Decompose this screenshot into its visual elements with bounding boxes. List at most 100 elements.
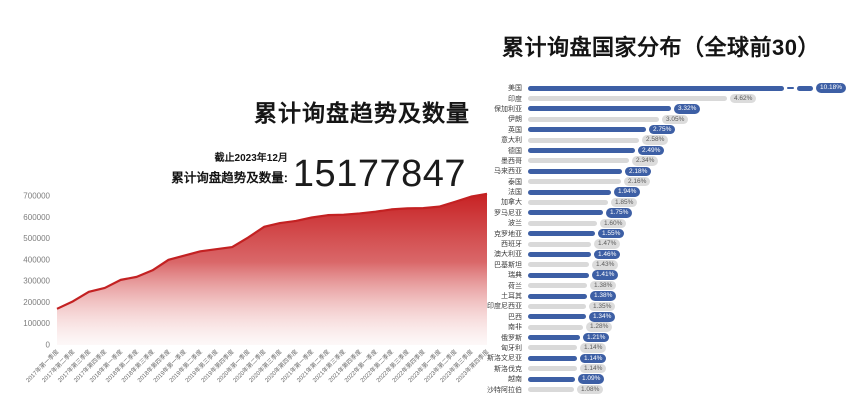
value-badge: 1.14% bbox=[580, 353, 607, 364]
value-badge: 1.28% bbox=[586, 322, 613, 332]
as-of-date: 截止2023年12月 bbox=[214, 153, 288, 164]
bar[interactable] bbox=[528, 137, 639, 143]
bar-track: 1.85% bbox=[528, 197, 852, 208]
bar-row: 印度尼西亚 1.35% bbox=[484, 301, 852, 312]
bar-track: 1.94% bbox=[528, 187, 852, 197]
bar-row: 荷兰 1.38% bbox=[484, 280, 852, 291]
bar-track: 1.55% bbox=[528, 228, 852, 239]
bar[interactable] bbox=[528, 179, 621, 185]
bar[interactable] bbox=[528, 262, 589, 268]
bar[interactable] bbox=[528, 148, 635, 154]
country-bar-chart: 美国 10.18% 印度 4.62% 保加利亚 3.32% 伊朗 3.05% 英国 2.75% 意大… bbox=[484, 83, 852, 395]
bar[interactable] bbox=[528, 303, 586, 309]
bar[interactable] bbox=[528, 231, 595, 237]
value-badge: 1.38% bbox=[590, 280, 617, 291]
axis-break bbox=[787, 86, 794, 90]
bar[interactable] bbox=[528, 335, 580, 341]
bar-row: 美国 10.18% bbox=[484, 83, 852, 93]
total-inquiries-value: 15177847 bbox=[292, 152, 466, 195]
bar[interactable] bbox=[528, 376, 575, 382]
bar[interactable] bbox=[528, 85, 784, 91]
country-label: 斯洛文尼亚 bbox=[487, 355, 522, 363]
bar[interactable] bbox=[528, 345, 577, 351]
bar-row: 沙特阿拉伯 1.08% bbox=[484, 384, 852, 395]
bar-row: 巴西 1.34% bbox=[484, 312, 852, 322]
bar[interactable] bbox=[528, 241, 591, 247]
y-axis-tick-label: 100000 bbox=[23, 319, 50, 328]
bar[interactable] bbox=[528, 272, 589, 278]
bar-track: 1.60% bbox=[528, 218, 852, 228]
bar-row: 马来西亚 2.18% bbox=[484, 166, 852, 177]
country-label: 土耳其 bbox=[501, 293, 522, 300]
bar[interactable] bbox=[528, 251, 591, 257]
bar[interactable] bbox=[528, 210, 603, 216]
bar-track: 1.38% bbox=[528, 280, 852, 291]
value-badge: 1.75% bbox=[606, 208, 633, 218]
bar-row: 印度 4.62% bbox=[484, 93, 852, 104]
bar[interactable] bbox=[528, 283, 587, 289]
value-badge: 2.16% bbox=[624, 176, 651, 187]
bar-track: 2.16% bbox=[528, 176, 852, 187]
country-label: 加拿大 bbox=[501, 199, 522, 207]
bar-tail[interactable] bbox=[797, 85, 813, 91]
bar-track: 2.75% bbox=[528, 125, 852, 135]
bar-track: 1.35% bbox=[528, 301, 852, 312]
value-badge: 2.49% bbox=[638, 145, 665, 156]
bar[interactable] bbox=[528, 168, 622, 174]
bar-track: 1.34% bbox=[528, 312, 852, 322]
bar-track: 2.34% bbox=[528, 156, 852, 166]
bar-track: 1.14% bbox=[528, 364, 852, 374]
value-badge: 1.46% bbox=[594, 249, 621, 260]
value-badge: 1.34% bbox=[589, 312, 616, 322]
bar[interactable] bbox=[528, 199, 608, 205]
bar-row: 德国 2.49% bbox=[484, 145, 852, 156]
value-badge: 1.41% bbox=[592, 270, 619, 280]
bar-track: 1.43% bbox=[528, 260, 852, 270]
country-label: 巴基斯坦 bbox=[494, 261, 522, 269]
bar-row: 越南 1.09% bbox=[484, 374, 852, 384]
value-badge: 1.14% bbox=[580, 364, 607, 374]
trend-area-chart: 0 100000 200000 300000 400000 500000 600000 700… bbox=[23, 192, 490, 385]
value-badge: 1.09% bbox=[578, 374, 605, 384]
bar[interactable] bbox=[528, 366, 577, 372]
bar[interactable] bbox=[528, 106, 671, 112]
bar-track: 1.14% bbox=[528, 353, 852, 364]
bar-track: 3.32% bbox=[528, 104, 852, 114]
bar[interactable] bbox=[528, 96, 727, 102]
bar[interactable] bbox=[528, 314, 586, 320]
bar[interactable] bbox=[528, 355, 577, 361]
bar[interactable] bbox=[528, 189, 611, 195]
y-axis-tick-label: 500000 bbox=[23, 234, 50, 243]
value-badge: 1.21% bbox=[583, 332, 610, 343]
bar[interactable] bbox=[528, 116, 659, 122]
value-badge: 1.47% bbox=[594, 239, 621, 249]
trend-line[interactable] bbox=[56, 192, 488, 310]
bar[interactable] bbox=[528, 324, 583, 330]
y-axis-tick-label: 0 bbox=[46, 341, 51, 350]
y-axis-tick-label: 200000 bbox=[23, 298, 50, 307]
y-axis-tick-label: 400000 bbox=[23, 255, 50, 264]
country-label: 澳大利亚 bbox=[494, 251, 522, 259]
bar-track: 2.18% bbox=[528, 166, 852, 177]
country-label: 巴西 bbox=[508, 313, 522, 321]
bar-row: 意大利 2.58% bbox=[484, 135, 852, 145]
bar[interactable] bbox=[528, 293, 587, 299]
bar-row: 克罗地亚 1.55% bbox=[484, 228, 852, 239]
area-fill bbox=[57, 193, 487, 345]
bar[interactable] bbox=[528, 387, 574, 393]
value-badge: 1.35% bbox=[589, 301, 616, 312]
bar[interactable] bbox=[528, 220, 597, 226]
value-badge: 2.58% bbox=[642, 135, 669, 145]
country-label: 泰国 bbox=[508, 178, 522, 186]
total-inquiries-label: 累计询盘趋势及数量: bbox=[171, 171, 288, 185]
value-badge: 1.43% bbox=[592, 260, 619, 270]
value-badge: 2.75% bbox=[649, 125, 676, 135]
bar[interactable] bbox=[528, 127, 646, 133]
bar-track: 4.62% bbox=[528, 93, 852, 104]
bar-track: 2.58% bbox=[528, 135, 852, 145]
bar-row: 俄罗斯 1.21% bbox=[484, 332, 852, 343]
bar[interactable] bbox=[528, 158, 629, 164]
country-label: 保加利亚 bbox=[494, 105, 522, 113]
value-badge: 3.05% bbox=[662, 114, 689, 125]
